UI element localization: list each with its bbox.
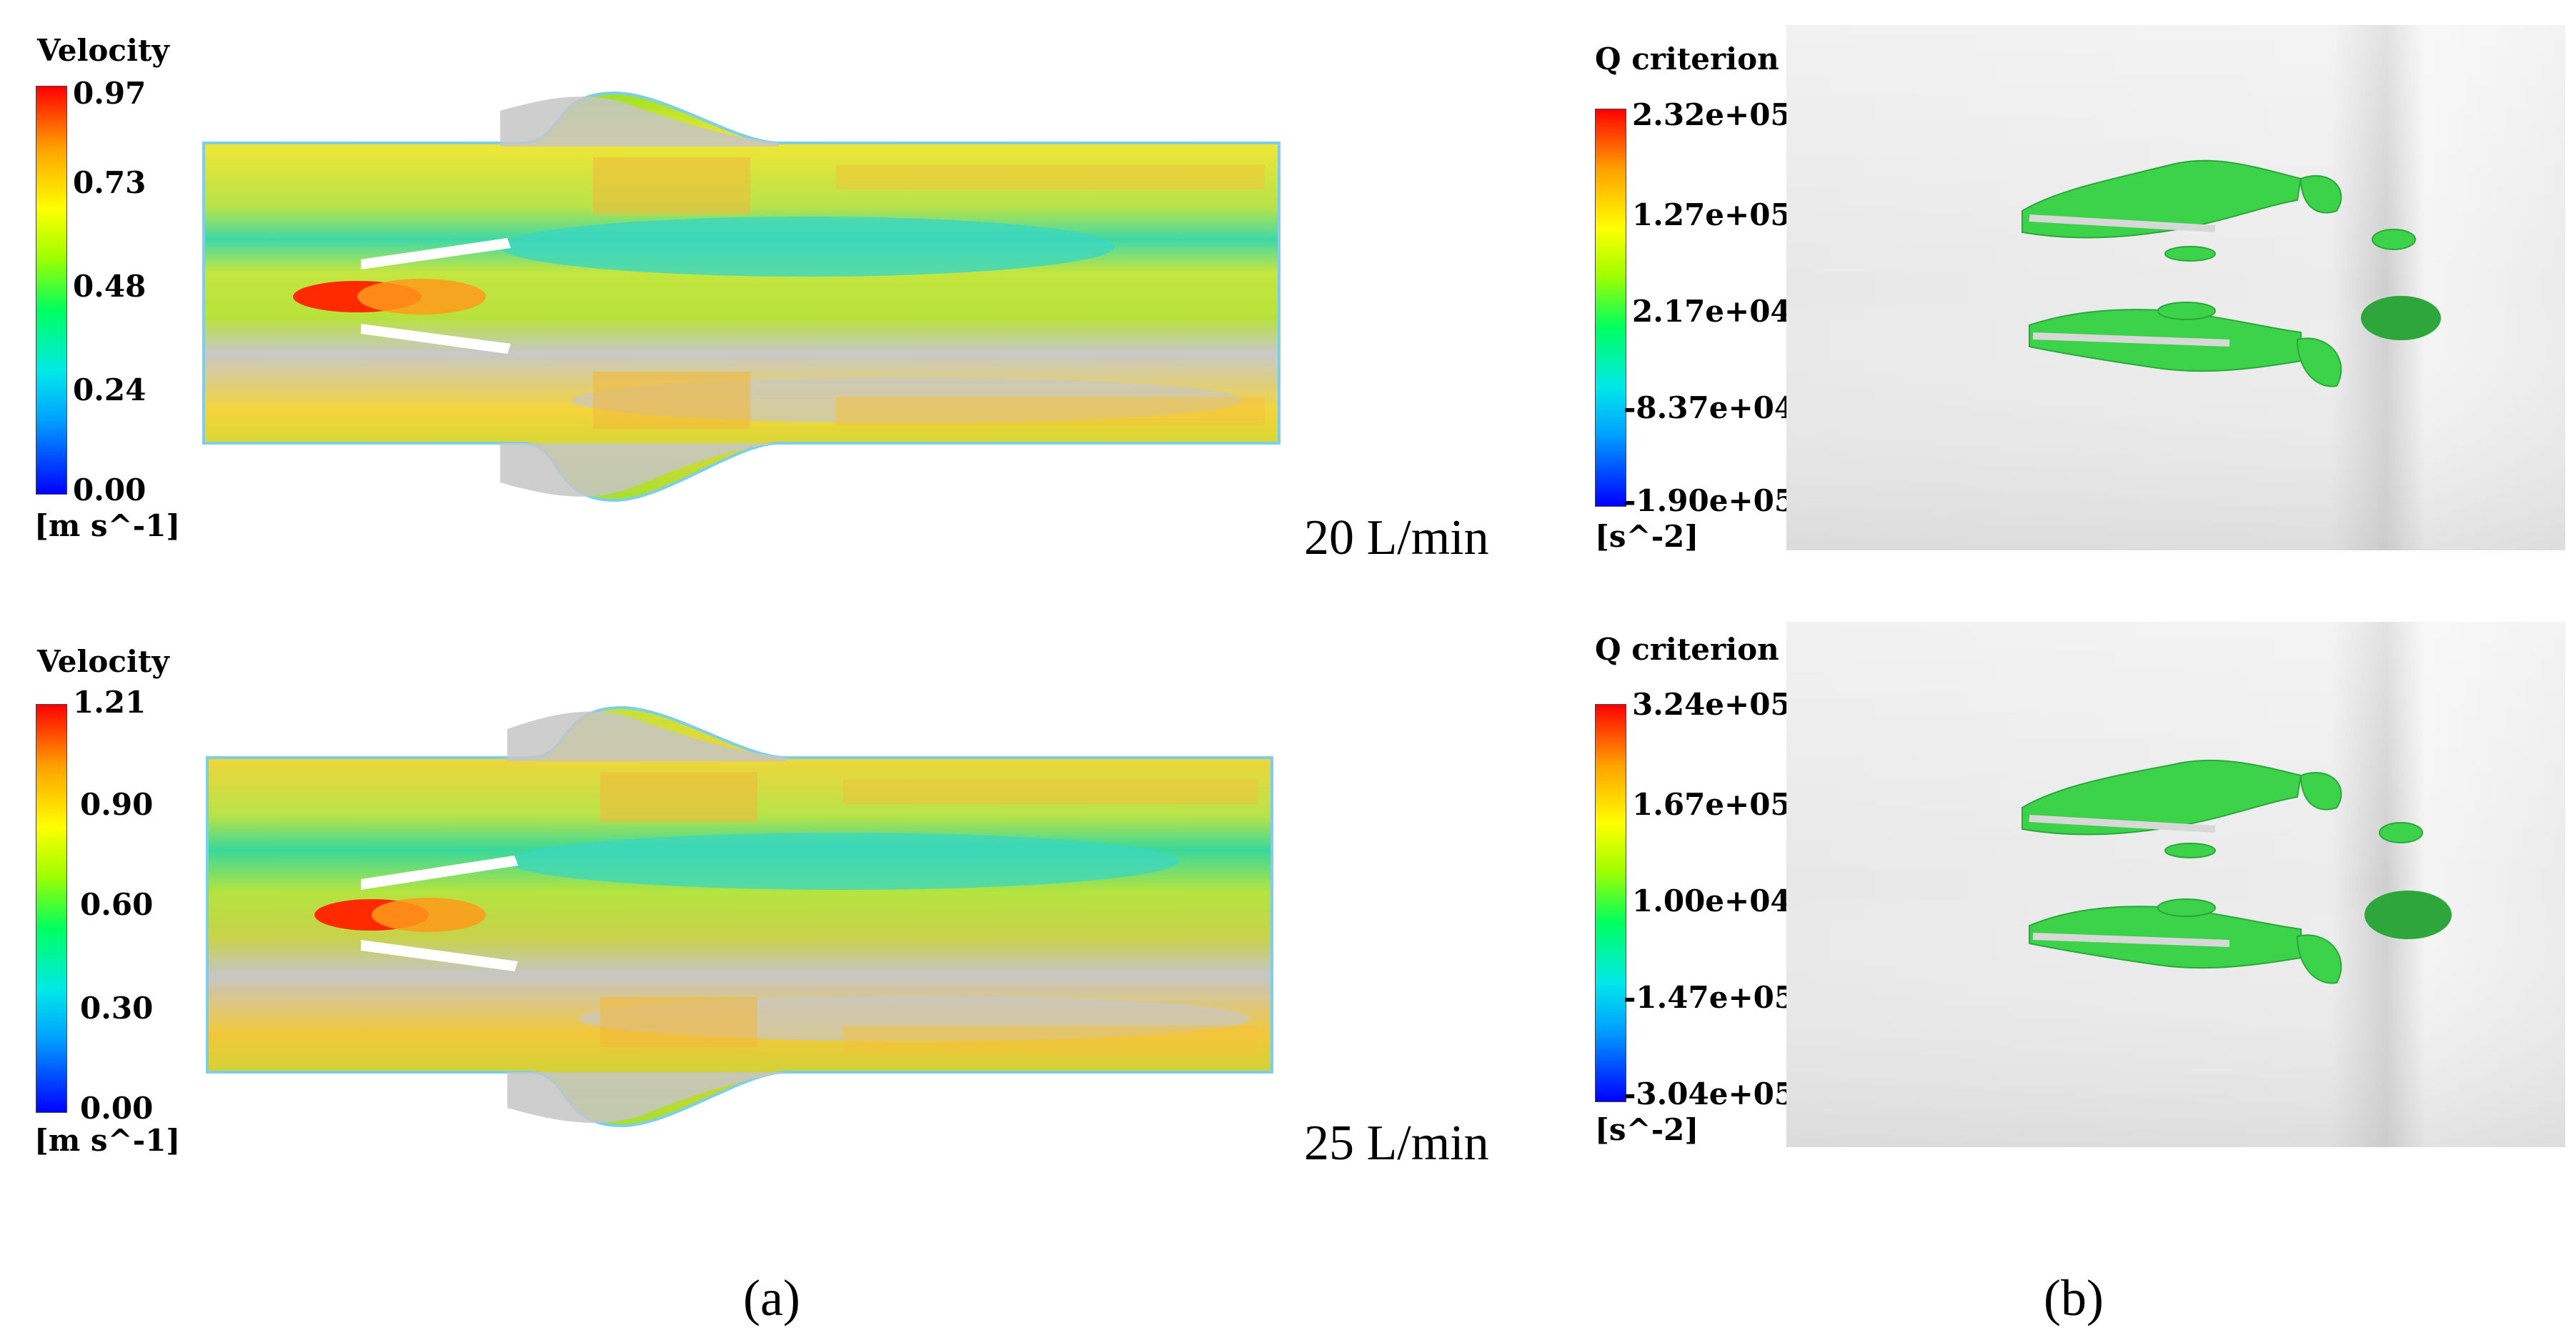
vortex-structure-lower [2029, 891, 2452, 984]
colorbar-tick-label: 2.17e+04 [1632, 294, 1791, 329]
q-criterion-render-top [1786, 25, 2565, 550]
colorbar-tick-label: 0.24 [73, 372, 146, 407]
velocity-colorbar-bottom [36, 704, 67, 1113]
vortex-structure-upper [2021, 759, 2423, 858]
velocity-unit-label-bottom: [m s^-1] [34, 1123, 181, 1158]
stagnation-gray-lower [500, 443, 779, 497]
colorbar-tick-label: -1.90e+05 [1623, 483, 1796, 518]
q-criterion-colorbar-title-top: Q criterion [1595, 41, 1779, 76]
q-criterion-colorbar-title-bottom: Q criterion [1595, 632, 1779, 667]
panel-label-a: (a) [743, 1269, 800, 1327]
colorbar-tick-label: 0.00 [80, 1091, 154, 1126]
colorbar-tick-label: 0.30 [80, 991, 154, 1026]
flow-rate-label-bottom: 25 L/min [1304, 1116, 1489, 1171]
q-unit-label-top: [s^-2] [1595, 519, 1699, 554]
stagnation-gray-upper [500, 96, 779, 147]
q-criterion-colorbar-top [1595, 109, 1626, 507]
velocity-field-bottom [206, 705, 1273, 1128]
colorbar-tick-label: 1.21 [73, 685, 146, 720]
velocity-colorbar-title-bottom: Velocity [37, 644, 169, 679]
colorbar-tick-label: -1.47e+05 [1623, 980, 1796, 1015]
colorbar-tick-label: 0.48 [73, 269, 146, 304]
colorbar-tick-label: 0.00 [73, 472, 146, 507]
colorbar-tick-label: 0.97 [73, 76, 146, 111]
colorbar-tick-label: 3.24e+05 [1632, 687, 1791, 722]
colorbar-tick-label: -3.04e+05 [1623, 1076, 1796, 1111]
colorbar-tick-label: 0.90 [80, 787, 154, 822]
q-criterion-colorbar-bottom [1595, 704, 1626, 1102]
colorbar-tick-label: 1.27e+05 [1632, 197, 1791, 232]
q-unit-label-bottom: [s^-2] [1595, 1112, 1699, 1147]
velocity-colorbar-title-top: Velocity [37, 33, 169, 68]
velocity-field-top [202, 91, 1280, 502]
nozzle-blade-upper [361, 238, 511, 269]
colorbar-tick-label: 1.00e+04 [1632, 883, 1791, 918]
colorbar-tick-label: 1.67e+05 [1632, 787, 1791, 822]
velocity-colorbar-top [36, 86, 67, 495]
colorbar-tick-label: -8.37e+04 [1623, 390, 1796, 425]
nozzle-blade-lower [361, 324, 511, 354]
q-criterion-render-bottom [1786, 622, 2565, 1147]
colorbar-tick-label: 0.60 [80, 887, 154, 922]
colorbar-tick-label: 2.32e+05 [1632, 97, 1791, 132]
flow-rate-label-top: 20 L/min [1304, 510, 1489, 565]
panel-label-b: (b) [2044, 1269, 2104, 1327]
colorbar-tick-label: 0.73 [73, 165, 146, 200]
velocity-unit-label-top: [m s^-1] [34, 508, 181, 543]
